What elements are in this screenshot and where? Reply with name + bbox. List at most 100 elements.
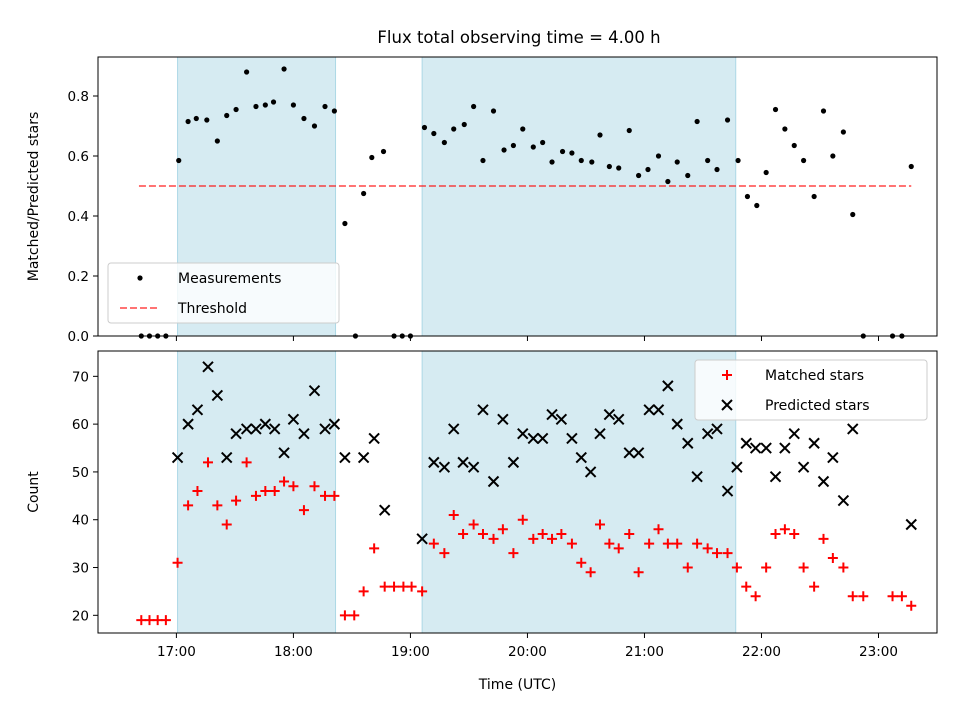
predicted-star-point (191, 404, 204, 416)
measurement-point (714, 166, 720, 173)
measurement-point (754, 202, 760, 209)
legend-label: Threshold (177, 301, 247, 317)
matched-star-point (329, 490, 340, 501)
matched-star-point (172, 557, 183, 568)
measurement-point (735, 157, 741, 164)
measurement-point (665, 178, 671, 185)
measurement-point (490, 108, 497, 114)
predicted-star-point (652, 404, 665, 416)
predicted-star-point (671, 418, 683, 430)
matched-star-point (692, 538, 703, 549)
matched-star-point (750, 591, 761, 602)
measurement-point (589, 159, 595, 165)
matched-star-point (594, 519, 605, 530)
measurement-point (801, 157, 807, 164)
observing-window-band (421, 350, 737, 634)
measurement-point (441, 139, 447, 146)
matched-star-point (741, 581, 752, 592)
matched-star-point (279, 476, 290, 487)
matched-star-point (576, 557, 587, 568)
measurement-point (451, 126, 457, 132)
x-tick-label: 17:00 (157, 644, 196, 660)
predicted-star-point (428, 456, 440, 469)
matched-star-point (789, 529, 800, 540)
measurement-point (262, 102, 268, 108)
matched-star-point (653, 524, 664, 535)
matched-star-point (298, 505, 309, 516)
x-tick-label: 18:00 (274, 644, 313, 660)
matched-star-point (798, 562, 809, 573)
matched-star-point (528, 533, 539, 544)
measurement-point (645, 166, 651, 173)
predicted-star-point (740, 437, 752, 449)
y-tick-label: 0.4 (68, 209, 89, 225)
y-tick-label: 20 (72, 608, 89, 624)
predicted-star-point (171, 451, 184, 464)
predicted-star-point (691, 470, 703, 483)
predicted-star-point (847, 423, 859, 435)
x-tick-label: 23:00 (859, 644, 898, 660)
measurement-point (311, 123, 318, 129)
matched-star-point (468, 519, 479, 530)
predicted-star-point (259, 418, 272, 430)
measurement-point (636, 172, 642, 179)
measurement-point (301, 115, 307, 122)
matched-star-point (585, 567, 596, 578)
predicted-star-point (487, 475, 500, 488)
matched-star-point (231, 495, 242, 506)
measurement-point (597, 132, 603, 138)
measurement-point (530, 144, 536, 150)
predicted-star-point (477, 404, 489, 416)
legend-label: Matched stars (765, 368, 864, 384)
matched-star-point (160, 615, 171, 626)
predicted-star-point (555, 413, 568, 426)
matched-star-point (722, 548, 733, 559)
predicted-star-point (682, 437, 694, 449)
measurement-point (193, 115, 199, 122)
chart-title: Flux total observing time = 4.00 h (377, 28, 660, 47)
y-tick-label: 0.2 (68, 269, 89, 285)
observing-window-band (421, 56, 737, 337)
x-tick-label: 19:00 (391, 644, 430, 660)
measurement-point (763, 169, 769, 176)
predicted-star-point (827, 451, 839, 464)
predicted-star-point (202, 361, 214, 373)
measurement-point (461, 121, 467, 128)
measurement-point (772, 106, 779, 113)
measurement-point (421, 124, 428, 131)
matched-star-point (477, 529, 488, 540)
predicted-star-point (378, 504, 391, 516)
measurement-point (520, 126, 526, 132)
matched-star-point (547, 533, 558, 544)
predicted-star-point (319, 423, 331, 435)
predicted-star-point (339, 451, 351, 464)
matched-star-point (662, 538, 673, 549)
matched-star-point (417, 586, 428, 597)
y-tick-label: 0.8 (68, 89, 89, 105)
x-tick-label: 20:00 (508, 644, 547, 660)
matched-star-point (448, 509, 459, 520)
matched-star-point (566, 538, 577, 549)
predicted-star-point (721, 485, 734, 497)
measurement-point (471, 103, 477, 110)
y-tick-label: 40 (72, 513, 89, 529)
matched-star-point (537, 529, 548, 540)
matched-star-point (896, 591, 907, 602)
matched-star-point (644, 538, 655, 549)
matched-star-point (428, 538, 439, 549)
matched-star-point (818, 533, 829, 544)
matched-star-point (731, 562, 742, 573)
y-tick-label: 70 (72, 369, 89, 385)
matched-star-point (770, 529, 781, 540)
y-tick-label: 30 (72, 561, 89, 577)
measurement-point (281, 66, 287, 72)
matched-star-point (406, 581, 417, 592)
measurement-point (724, 117, 731, 123)
matched-star-point (779, 524, 790, 535)
measurement-point (791, 142, 797, 149)
predicted-star-point (230, 427, 242, 440)
matched-star-point (497, 524, 508, 535)
matched-star-point (250, 490, 261, 501)
matched-star-point (358, 586, 369, 597)
matched-star-point (809, 581, 820, 592)
